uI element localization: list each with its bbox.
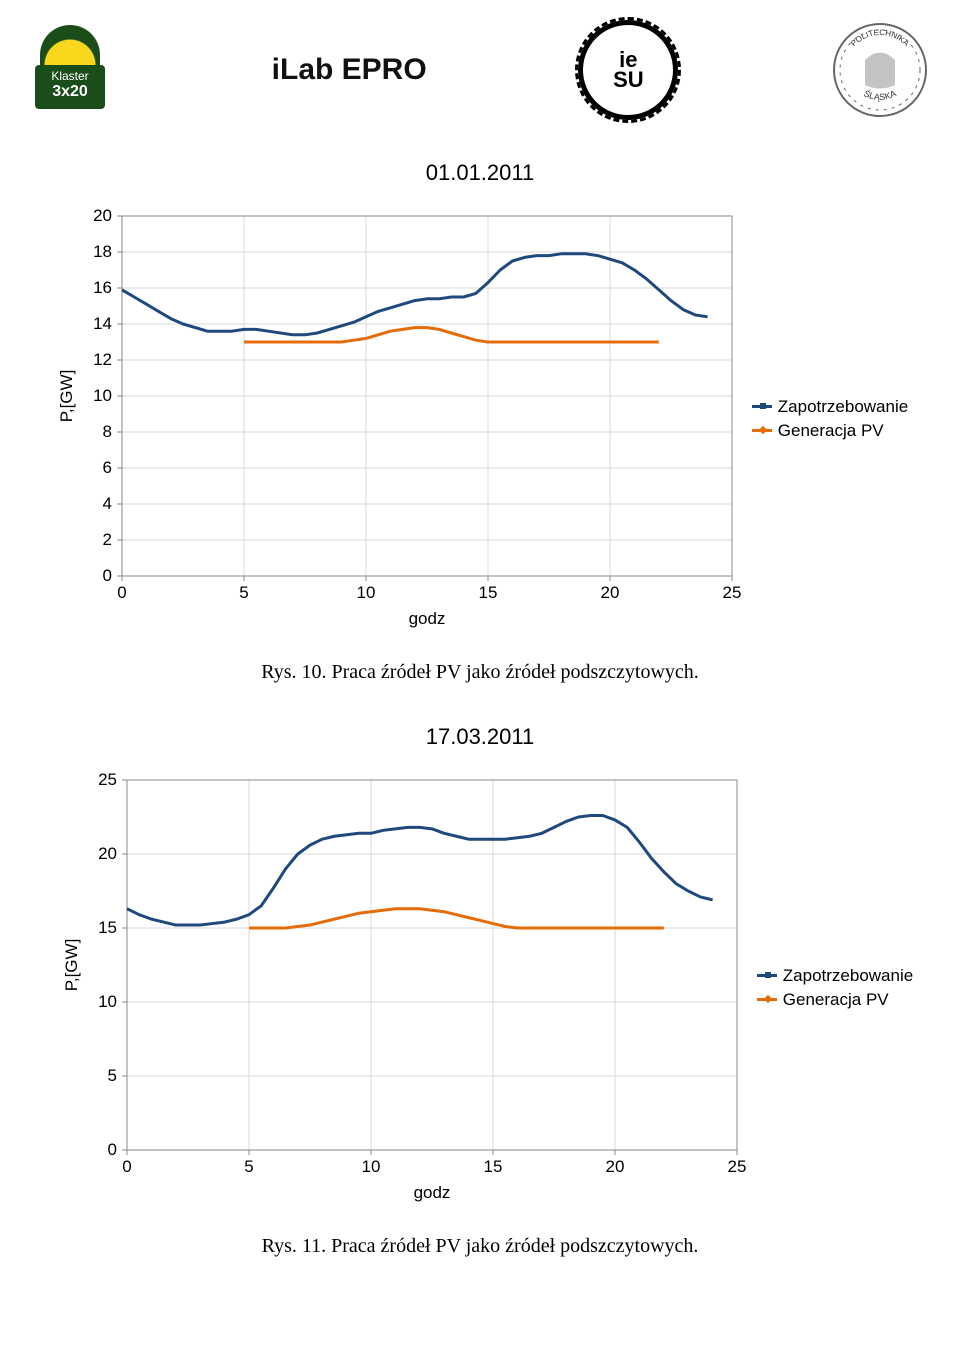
svg-text:25: 25 [98, 770, 117, 789]
svg-text:0: 0 [122, 1157, 131, 1176]
chart1-legend-item-0: Zapotrzebowanie [752, 397, 908, 417]
chart1-legend: Zapotrzebowanie Generacja PV [752, 393, 908, 445]
svg-text:10: 10 [361, 1157, 380, 1176]
svg-text:8: 8 [102, 422, 111, 441]
svg-text:6: 6 [102, 458, 111, 477]
iesu-line1: ie [619, 47, 637, 72]
polsl-logo: POLITECHNIKA ŚLĄSKA [830, 20, 930, 120]
svg-text:20: 20 [93, 206, 112, 225]
chart1-legend-swatch-1 [752, 429, 772, 432]
chart1-caption: Rys. 10. Praca źródeł PV jako źródeł pod… [30, 661, 930, 684]
svg-text:godz: godz [408, 609, 445, 628]
chart1-plot: 0 2 4 6 8 10 12 14 16 18 20 0 5 10 15 20 25 godz P,[GW] [52, 196, 742, 641]
svg-text:15: 15 [98, 918, 117, 937]
polsl-top-text: POLITECHNIKA [849, 28, 911, 49]
svg-text:12: 12 [93, 350, 112, 369]
svg-text:5: 5 [239, 583, 248, 602]
page: Klaster 3x20 iLab EPRO ie SU POLITECHNIK… [0, 0, 960, 1318]
svg-text:4: 4 [102, 494, 111, 513]
chart1-legend-label-0: Zapotrzebowanie [778, 397, 908, 417]
klaster-logo: Klaster 3x20 [30, 20, 120, 120]
svg-text:0: 0 [117, 583, 126, 602]
svg-text:2: 2 [102, 530, 111, 549]
ilab-title: iLab EPRO [272, 53, 427, 87]
svg-text:10: 10 [93, 386, 112, 405]
svg-text:16: 16 [93, 278, 112, 297]
svg-text:P,[GW]: P,[GW] [62, 939, 81, 992]
chart2-legend-label-1: Generacja PV [783, 990, 889, 1010]
svg-text:0: 0 [102, 566, 111, 585]
svg-text:0: 0 [107, 1140, 116, 1159]
chart2-caption: Rys. 11. Praca źródeł PV jako źródeł pod… [30, 1235, 930, 1258]
chart2-legend: Zapotrzebowanie Generacja PV [757, 962, 913, 1014]
chart1-title: 01.01.2011 [30, 160, 930, 186]
iesu-logo: ie SU [578, 20, 678, 120]
svg-text:POLITECHNIKA: POLITECHNIKA [849, 28, 911, 49]
chart1-legend-swatch-0 [752, 405, 772, 408]
svg-text:10: 10 [356, 583, 375, 602]
svg-text:20: 20 [605, 1157, 624, 1176]
chart2-legend-item-0: Zapotrzebowanie [757, 966, 913, 986]
chart2-legend-swatch-0 [757, 974, 777, 977]
chart1-block: 01.01.2011 0 2 4 6 8 10 12 14 16 18 20 0 5 10 15 20 25 go… [30, 160, 930, 684]
chart1-legend-item-1: Generacja PV [752, 421, 908, 441]
header-row: Klaster 3x20 iLab EPRO ie SU POLITECHNIK… [30, 20, 930, 120]
svg-text:10: 10 [98, 992, 117, 1011]
svg-text:15: 15 [483, 1157, 502, 1176]
svg-text:ŚLĄSKA: ŚLĄSKA [862, 87, 897, 102]
svg-text:15: 15 [478, 583, 497, 602]
svg-text:P,[GW]: P,[GW] [57, 370, 76, 423]
svg-text:5: 5 [244, 1157, 253, 1176]
svg-text:godz: godz [413, 1183, 450, 1202]
iesu-line2: SU [613, 67, 644, 92]
chart2-plot: 0 5 10 15 20 25 0 5 10 15 20 25 godz P,[GW] [47, 760, 747, 1215]
svg-text:5: 5 [107, 1066, 116, 1085]
chart2-legend-label-0: Zapotrzebowanie [783, 966, 913, 986]
polsl-bottom-text: ŚLĄSKA [862, 87, 897, 102]
svg-text:20: 20 [98, 844, 117, 863]
chart2-legend-swatch-1 [757, 998, 777, 1001]
chart2-title: 17.03.2011 [30, 724, 930, 750]
svg-text:20: 20 [600, 583, 619, 602]
chart1-legend-label-1: Generacja PV [778, 421, 884, 441]
klaster-bottom-text: 3x20 [35, 83, 105, 101]
svg-text:14: 14 [93, 314, 112, 333]
svg-text:25: 25 [722, 583, 741, 602]
chart2-legend-item-1: Generacja PV [757, 990, 913, 1010]
svg-text:25: 25 [727, 1157, 746, 1176]
chart2-block: 17.03.2011 0 5 10 15 20 25 0 5 10 15 20 25 godz P,[GW… [30, 724, 930, 1258]
svg-text:18: 18 [93, 242, 112, 261]
klaster-top-text: Klaster [51, 69, 88, 83]
